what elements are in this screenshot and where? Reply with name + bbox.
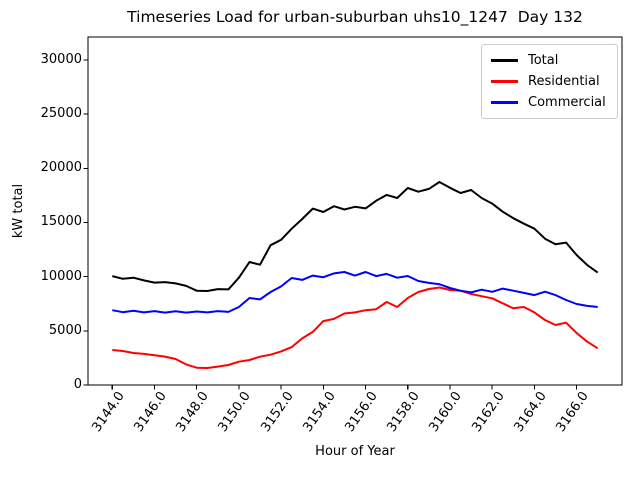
legend-label-total: Total <box>528 53 559 68</box>
y-tick-label: 25000 <box>40 106 82 122</box>
legend-swatch-residential <box>491 80 518 83</box>
chart-title: Timeseries Load for urban-suburban uhs10… <box>127 8 583 26</box>
x-axis-label: Hour of Year <box>315 444 395 459</box>
legend-item-commercial: Commercial <box>491 92 613 113</box>
y-tick-label: 5000 <box>48 322 82 338</box>
legend-label-residential: Residential <box>528 74 600 89</box>
y-tick-label: 20000 <box>40 160 82 176</box>
y-tick-label: 0 <box>73 377 82 392</box>
y-tick-label: 15000 <box>40 214 82 230</box>
axes-border <box>87 36 623 386</box>
series-line-commercial <box>112 271 598 314</box>
legend-swatch-total <box>491 59 518 62</box>
legend: Total Residential Commercial <box>481 44 618 119</box>
legend-item-residential: Residential <box>491 71 613 92</box>
legend-swatch-commercial <box>491 101 518 104</box>
series-line-residential <box>112 286 599 369</box>
y-tick-label: 30000 <box>40 51 82 67</box>
legend-item-total: Total <box>491 50 613 71</box>
series-line-total <box>112 181 599 292</box>
y-tick-label: 10000 <box>40 268 82 284</box>
legend-label-commercial: Commercial <box>528 95 606 110</box>
